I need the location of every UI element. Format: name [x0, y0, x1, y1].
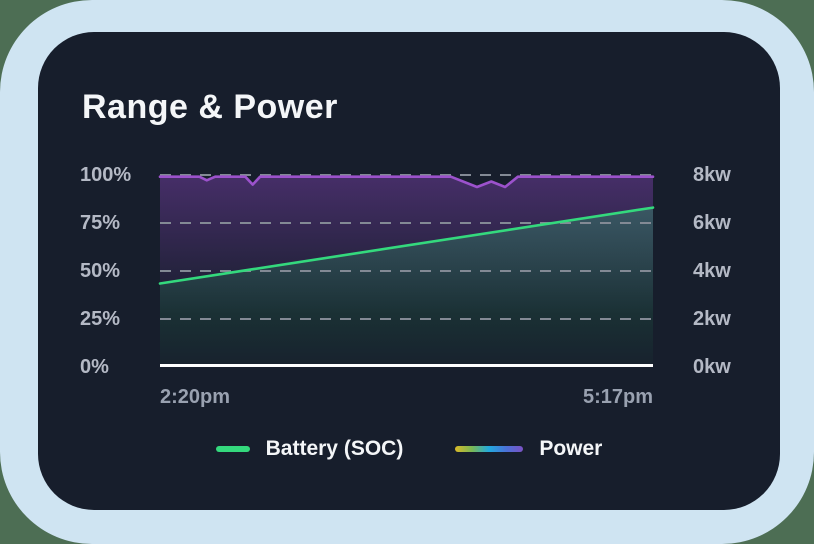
y-axis-left-tick-0%: 0%	[80, 356, 109, 378]
chart-plot-area	[158, 174, 655, 367]
range-power-card: Range & Power 100% 75% 50% 25% 0% 8kw 6kw 4kw 2…	[38, 32, 780, 510]
y-axis-right-tick-6kw: 6kw	[693, 212, 731, 234]
legend-item-power: Power	[455, 437, 602, 461]
legend-swatch-icon	[455, 446, 524, 452]
x-axis-end-label: 5:17pm	[582, 385, 653, 408]
y-axis-right-tick-8kw: 8kw	[693, 164, 731, 186]
legend-label: Battery (SOC)	[265, 437, 404, 460]
power-line	[158, 175, 655, 189]
page-title: Range & Power	[82, 88, 338, 126]
y-axis-right-tick-4kw: 4kw	[693, 260, 731, 282]
battery-area-fill	[160, 207, 653, 367]
battery-soc-line	[158, 206, 655, 285]
y-axis-left-tick-100%: 100%	[80, 164, 132, 186]
x-axis-start-label: 2:20pm	[160, 385, 231, 408]
y-axis-right-tick-0kw: 0kw	[693, 356, 731, 378]
legend-item-battery-soc: Battery (SOC)	[215, 437, 404, 461]
y-axis-left-tick-25%: 25%	[80, 308, 121, 330]
x-axis: 2:20pm 5:17pm	[160, 384, 653, 410]
y-axis-left-tick-75%: 75%	[80, 212, 121, 234]
legend-label: Power	[539, 437, 603, 460]
legend-swatch-icon	[215, 446, 250, 452]
y-axis-left-tick-50%: 50%	[80, 260, 121, 282]
chart-legend: Battery (SOC) Power	[38, 435, 780, 463]
y-axis-right-tick-2kw: 2kw	[693, 308, 731, 330]
line-chart	[158, 174, 655, 367]
